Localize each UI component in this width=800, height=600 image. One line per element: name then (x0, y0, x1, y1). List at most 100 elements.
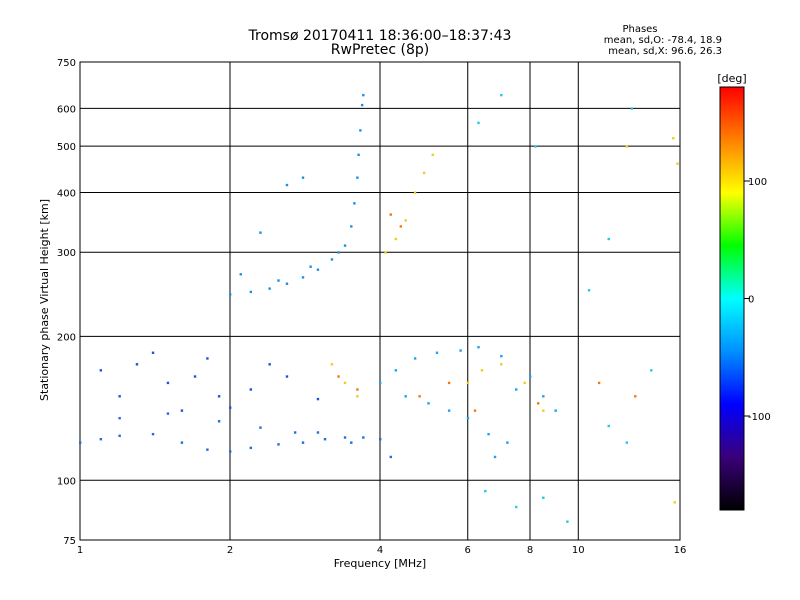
x-tick-label: 2 (227, 545, 233, 556)
data-point (99, 437, 103, 441)
data-point (534, 145, 537, 148)
y-tick-label: 75 (63, 536, 76, 547)
data-point (362, 436, 365, 439)
data-point (493, 455, 497, 459)
data-point (180, 409, 184, 412)
data-point (239, 273, 242, 276)
data-point (459, 349, 462, 352)
data-point (323, 437, 327, 441)
data-point (217, 395, 221, 398)
data-point (356, 395, 359, 398)
data-point (356, 176, 359, 179)
data-point (277, 279, 280, 282)
data-point (229, 450, 232, 453)
data-point (625, 441, 628, 444)
data-point (672, 137, 675, 140)
data-point (166, 381, 170, 385)
x-axis-label: Frequency [MHz] (334, 557, 426, 570)
data-point (118, 395, 121, 398)
data-point (523, 381, 526, 385)
data-point (399, 225, 403, 228)
y-tick-label: 500 (57, 142, 76, 153)
x-axis-ticks: 1 2 4 6 8 10 16 (77, 545, 687, 556)
data-point (500, 354, 503, 358)
y-tick-label: 300 (57, 248, 76, 259)
data-point (447, 409, 451, 412)
data-point (650, 369, 653, 372)
y-axis-label: Stationary phase Virtual Height [km] (38, 199, 51, 401)
data-point (316, 268, 320, 271)
colorbar-ticks: 100 0 -100 (744, 177, 771, 423)
colorbar-tick-label: -100 (748, 412, 771, 423)
data-point (500, 93, 503, 97)
data-point (447, 381, 451, 385)
colorbar-tick-label: 100 (748, 177, 767, 188)
data-point (362, 93, 365, 97)
data-point (418, 395, 421, 398)
data-point (285, 282, 289, 285)
data-point (542, 496, 545, 499)
x-tick-label: 1 (77, 545, 83, 556)
data-point (359, 129, 362, 132)
data-point (597, 381, 601, 385)
data-point (268, 287, 271, 290)
x-tick-label: 8 (527, 545, 533, 556)
data-point (343, 381, 347, 385)
colorbar-tick-label: 0 (748, 295, 754, 306)
data-point (542, 409, 545, 412)
data-point (337, 375, 340, 378)
data-point (135, 363, 139, 366)
data-point (487, 432, 490, 436)
data-point (404, 219, 407, 222)
data-point (249, 290, 253, 294)
data-point (79, 441, 82, 444)
data-point (229, 293, 232, 296)
data-point (356, 388, 359, 391)
data-point (394, 369, 398, 372)
data-point (673, 501, 676, 504)
data-point (350, 225, 353, 228)
data-point (330, 363, 334, 366)
data-point (206, 357, 209, 360)
data-point (466, 416, 470, 420)
x-tick-label: 16 (674, 545, 687, 556)
phases-x-stats: mean, sd,X: 96.6, 26.3 (608, 46, 722, 57)
data-point (506, 441, 509, 444)
data-point (99, 369, 103, 372)
data-point (316, 397, 320, 401)
data-point (343, 244, 347, 247)
data-point (301, 441, 305, 444)
chart-subtitle: RwPretec (8p) (331, 42, 429, 58)
data-point (229, 406, 232, 409)
data-point (193, 375, 197, 378)
data-point (404, 395, 407, 398)
data-point (473, 409, 477, 412)
data-point (630, 107, 634, 110)
data-point (249, 446, 253, 450)
data-point (151, 432, 155, 436)
data-point (634, 395, 637, 398)
data-point (353, 202, 356, 205)
data-point (477, 121, 480, 125)
phases-o-stats: mean, sd,O: -78.4, 18.9 (604, 35, 722, 46)
data-point (330, 258, 334, 261)
data-point (337, 251, 340, 254)
data-point (435, 351, 439, 354)
data-points (79, 93, 679, 523)
data-point (301, 276, 305, 279)
data-point (249, 388, 253, 391)
data-point (536, 402, 540, 405)
data-point (394, 237, 398, 241)
data-point (206, 448, 209, 451)
data-point (477, 346, 480, 349)
x-tick-label: 4 (377, 545, 383, 556)
data-point (151, 351, 155, 354)
data-point (413, 357, 417, 360)
data-point (384, 251, 387, 254)
data-point (316, 431, 320, 434)
data-point (500, 363, 503, 366)
data-point (515, 505, 518, 509)
y-tick-label: 600 (57, 104, 76, 115)
y-tick-label: 750 (57, 58, 76, 69)
data-point (285, 375, 289, 378)
